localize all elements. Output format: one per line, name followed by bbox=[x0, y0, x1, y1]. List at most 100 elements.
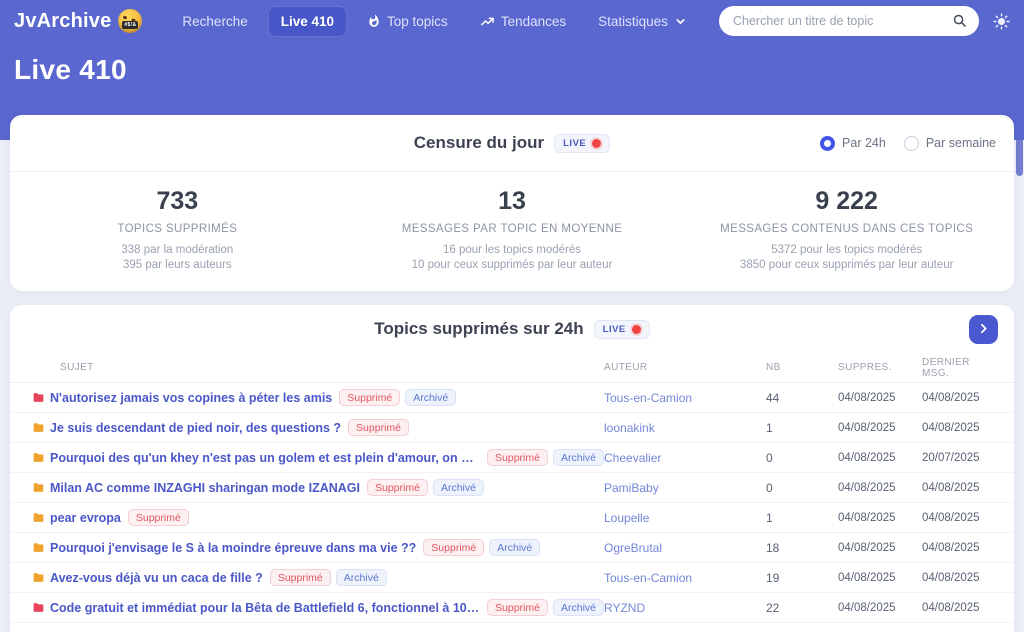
stat-label: MESSAGES PAR TOPIC EN MOYENNE bbox=[401, 223, 623, 235]
radio-par-semaine[interactable]: Par semaine bbox=[903, 135, 996, 151]
stat-sub: 10 pour ceux supprimés par leur auteur bbox=[411, 259, 613, 271]
next-page-button[interactable] bbox=[969, 315, 998, 344]
badges: Supprimé Archivé bbox=[423, 539, 541, 556]
topic-suppres-date: 04/08/2025 bbox=[838, 451, 896, 464]
trending-up-icon bbox=[480, 14, 495, 29]
search-box bbox=[719, 6, 979, 36]
swearing-emoji-icon: #$!& bbox=[118, 9, 143, 33]
table-row[interactable]: Pourquoi j'envisage le S à la moindre ép… bbox=[10, 533, 1014, 563]
topic-author[interactable]: Loupelle bbox=[604, 510, 650, 525]
column-dernier-msg[interactable]: DERNIER MSG. bbox=[922, 356, 970, 379]
nav-tendances[interactable]: Tendances bbox=[468, 7, 578, 36]
column-auteur[interactable]: AUTEUR bbox=[604, 362, 648, 373]
stat-sub: 5372 pour les topics modérés bbox=[771, 244, 923, 256]
stat-sub: 338 par la modération bbox=[121, 244, 234, 256]
topic-author[interactable]: loonakink bbox=[604, 420, 655, 435]
nav-recherche[interactable]: Recherche bbox=[182, 13, 248, 29]
topic-title[interactable]: pear evropa bbox=[50, 510, 121, 525]
topic-suppres-date: 04/08/2025 bbox=[838, 571, 896, 584]
chevron-down-icon bbox=[674, 15, 687, 28]
badge-archive: Archivé bbox=[489, 539, 541, 556]
stat-value: 13 bbox=[498, 187, 526, 215]
topic-title[interactable]: Code gratuit et immédiat pour la Bêta de… bbox=[50, 600, 481, 615]
folder-icon bbox=[32, 571, 45, 584]
topic-dernier-date: 20/07/2025 bbox=[922, 451, 980, 464]
table-row[interactable]: Milan AC comme INZAGHI sharingan mode IZ… bbox=[10, 473, 1014, 503]
folder-icon bbox=[32, 421, 45, 434]
topic-author[interactable]: PamiBaby bbox=[604, 480, 659, 495]
topic-dernier-date: 04/08/2025 bbox=[922, 481, 980, 494]
badge-supprime: Supprimé bbox=[269, 569, 331, 586]
stat-sub: 395 par leurs auteurs bbox=[122, 259, 232, 271]
theme-toggle-sun-icon[interactable] bbox=[993, 12, 1010, 30]
topic-dernier-date: 04/08/2025 bbox=[922, 541, 980, 554]
topic-title[interactable]: Pourquoi j'envisage le S à la moindre ép… bbox=[50, 540, 417, 555]
radio-par-24h[interactable]: Par 24h bbox=[820, 135, 886, 151]
topics-card-title: Topics supprimés sur 24h bbox=[374, 319, 584, 338]
period-filter: Par 24h Par semaine bbox=[820, 135, 996, 151]
topic-author[interactable]: Tous-en-Camion bbox=[604, 570, 693, 585]
live-badge: LIVE bbox=[593, 319, 650, 339]
badge-archive: Archivé bbox=[432, 479, 484, 496]
topic-dernier-date: 04/08/2025 bbox=[922, 571, 980, 584]
table-row[interactable]: pear evropa Supprimé Loupelle 1 04/08/20… bbox=[10, 503, 1014, 533]
badges: Supprimé Archivé bbox=[269, 569, 387, 586]
stat-label: TOPICS SUPPRIMÉS bbox=[117, 223, 238, 235]
topic-author[interactable]: OgreBrutal bbox=[604, 540, 663, 555]
topic-suppres-date: 04/08/2025 bbox=[838, 481, 896, 494]
search-input[interactable] bbox=[719, 6, 979, 36]
nav-live-410[interactable]: Live 410 bbox=[267, 5, 348, 37]
badge-archive: Archivé bbox=[405, 389, 457, 406]
badges: Supprimé bbox=[348, 419, 409, 436]
column-nb[interactable]: NB bbox=[766, 362, 781, 373]
badge-supprime: Supprimé bbox=[423, 539, 485, 556]
logo[interactable]: JvArchive #$!& bbox=[14, 9, 143, 33]
topic-author[interactable]: Tous-en-Camion bbox=[604, 390, 693, 405]
table-row[interactable]: Je suis descendant de pied noir, des que… bbox=[10, 413, 1014, 443]
topic-nb: 22 bbox=[766, 600, 780, 615]
censure-du-jour-card: Censure du jour LIVE Par 24h Par semaine bbox=[10, 115, 1014, 291]
badge-supprime: Supprimé bbox=[339, 389, 401, 406]
badge-archive: Archivé bbox=[552, 599, 604, 616]
topic-dernier-date: 04/08/2025 bbox=[922, 511, 980, 524]
topic-author[interactable]: Cheevalier bbox=[604, 450, 662, 465]
nav-top-topics[interactable]: Top topics bbox=[355, 7, 460, 36]
folder-icon bbox=[32, 511, 45, 524]
topic-title[interactable]: Je suis descendant de pied noir, des que… bbox=[50, 420, 342, 435]
stat-messages-contenus: 9 222 MESSAGES CONTENUS DANS CES TOPICS … bbox=[679, 187, 1014, 273]
badges: Supprimé Archivé bbox=[339, 389, 457, 406]
topic-author[interactable]: RYZND bbox=[604, 600, 646, 615]
stat-messages-par-topic: 13 MESSAGES PAR TOPIC EN MOYENNE 16 pour… bbox=[345, 187, 680, 273]
topic-title[interactable]: Avez-vous déjà vu un caca de fille ? bbox=[50, 570, 263, 585]
topic-title[interactable]: N'autorisez jamais vos copines à péter l… bbox=[50, 390, 333, 405]
table-row[interactable]: Pourquoi des qu'un khey n'est pas un gol… bbox=[10, 443, 1014, 473]
table-header: SUJET AUTEUR NB SUPPRES. DERNIER MSG. bbox=[10, 353, 1014, 383]
topic-title[interactable]: Pourquoi des qu'un khey n'est pas un gol… bbox=[50, 450, 481, 465]
badge-supprime: Supprimé bbox=[367, 479, 428, 496]
badges: Supprimé Archivé bbox=[487, 449, 604, 466]
topic-nb: 44 bbox=[766, 390, 780, 405]
topic-dernier-date: 04/08/2025 bbox=[922, 391, 980, 404]
column-suppres[interactable]: SUPPRES. bbox=[838, 362, 892, 373]
topic-title[interactable]: Milan AC comme INZAGHI sharingan mode IZ… bbox=[50, 480, 360, 495]
live-dot-icon bbox=[631, 324, 641, 334]
flame-icon bbox=[367, 14, 381, 28]
table-row[interactable]: N'autorisez jamais vos copines à péter l… bbox=[10, 383, 1014, 413]
page-title: Live 410 bbox=[14, 54, 127, 85]
folder-icon bbox=[32, 481, 45, 494]
table-row[interactable]: Avez-vous déjà vu un caca de fille ? Sup… bbox=[10, 563, 1014, 593]
table-row[interactable]: Code gratuit et immédiat pour la Bêta de… bbox=[10, 593, 1014, 623]
topic-suppres-date: 04/08/2025 bbox=[838, 541, 896, 554]
topic-nb: 1 bbox=[766, 420, 773, 435]
folder-icon bbox=[32, 541, 45, 554]
topic-dernier-date: 04/08/2025 bbox=[922, 421, 980, 434]
badge-supprime: Supprimé bbox=[348, 419, 409, 436]
stat-value: 9 222 bbox=[815, 187, 878, 215]
topic-nb: 19 bbox=[766, 570, 780, 585]
badge-supprime: Supprimé bbox=[487, 599, 548, 616]
scrollbar-thumb[interactable] bbox=[1016, 124, 1023, 176]
nav-statistiques[interactable]: Statistiques bbox=[586, 7, 699, 36]
search-icon[interactable] bbox=[952, 13, 967, 33]
topic-suppres-date: 04/08/2025 bbox=[838, 511, 896, 524]
column-sujet[interactable]: SUJET bbox=[60, 362, 94, 373]
